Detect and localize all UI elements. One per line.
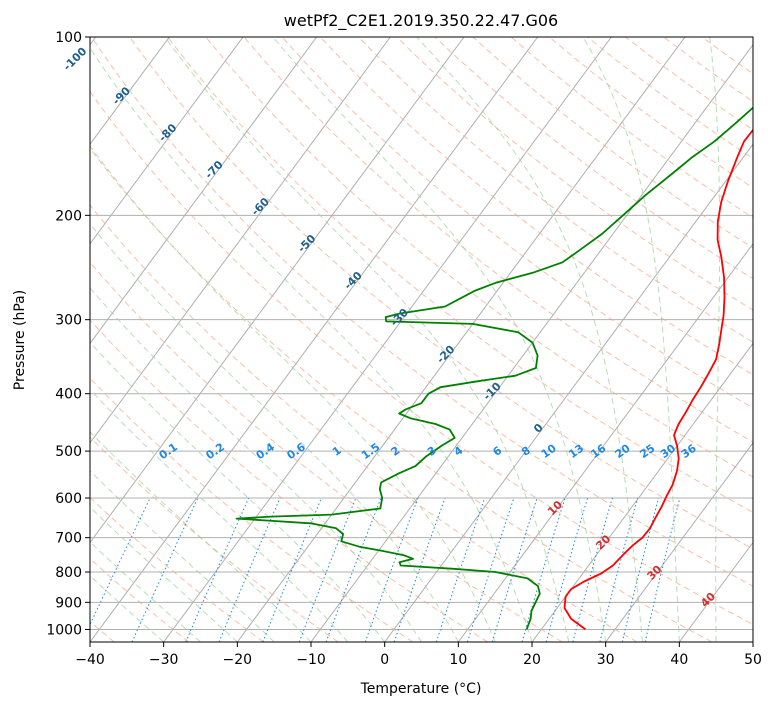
y-tick-label: 600 bbox=[55, 491, 82, 507]
mixing-ratio-line bbox=[435, 497, 486, 642]
dry-adiabat-line bbox=[90, 261, 563, 642]
axes-layer: −40 −30 −20 −10 0 10 20 30 40 50 100 200 300 400 500 60… bbox=[46, 30, 762, 668]
mixing-ratio-line bbox=[298, 497, 357, 642]
chart-title: wetPf2_C2E1.2019.350.22.47.G06 bbox=[284, 11, 558, 31]
moist-adiabat-line bbox=[582, 37, 680, 642]
x-tick-label: 40 bbox=[670, 652, 688, 668]
x-tick-label: −30 bbox=[149, 652, 179, 668]
moist-adiabat-line bbox=[90, 506, 238, 642]
mixing-ratio-line bbox=[599, 497, 639, 642]
moist-adiabat-line bbox=[90, 541, 201, 642]
isotherm-line bbox=[90, 37, 539, 642]
mixing-ratio-line bbox=[393, 497, 446, 642]
dry-adiabat-line bbox=[90, 147, 712, 642]
moist-adiabat-line bbox=[272, 37, 607, 642]
y-tick-label: 1000 bbox=[46, 622, 82, 638]
moist-adiabat-line bbox=[90, 223, 459, 642]
moist-adiabat-line bbox=[90, 287, 422, 642]
isotherm-line bbox=[90, 37, 244, 245]
mixing-ratio-line bbox=[467, 497, 515, 642]
dry-adiabat-line bbox=[90, 90, 753, 626]
dry-adiabat-line bbox=[358, 37, 753, 343]
isotherm-line bbox=[384, 143, 753, 642]
y-tick-label: 300 bbox=[55, 313, 82, 329]
dry-adiabat-line bbox=[129, 37, 753, 550]
mixing-ratio-line bbox=[644, 497, 681, 642]
dewpoint-trace bbox=[235, 106, 753, 630]
mixing-ratio-line bbox=[521, 497, 566, 642]
temperature-trace bbox=[563, 128, 753, 631]
y-tick-label: 900 bbox=[55, 595, 82, 611]
isotherm-line bbox=[90, 37, 465, 544]
isotherm-line bbox=[90, 37, 170, 146]
plot-frame bbox=[89, 36, 754, 643]
y-axis-label: Pressure (hPa) bbox=[12, 290, 28, 390]
moist-adiabat-line bbox=[709, 37, 721, 642]
y-tick-label: 500 bbox=[55, 444, 82, 460]
mixing-ratio-line bbox=[491, 497, 538, 642]
mixing-ratio-line bbox=[185, 497, 250, 642]
isotherm-line bbox=[531, 342, 753, 642]
x-tick-label: −10 bbox=[296, 652, 326, 668]
isotherm-line bbox=[163, 37, 612, 642]
y-tick-label: 400 bbox=[55, 387, 82, 403]
y-tick-label: 700 bbox=[55, 531, 82, 547]
moist-adiabat-line bbox=[90, 341, 386, 642]
moist-adiabat-line bbox=[164, 37, 570, 642]
dry-adiabat-line bbox=[396, 37, 753, 311]
mixing-ratio-line bbox=[545, 497, 589, 642]
x-tick-label: 0 bbox=[380, 652, 389, 668]
mixing-ratio-line bbox=[90, 497, 151, 626]
dry-adiabat-line bbox=[90, 377, 414, 642]
dry-adiabat-line bbox=[167, 37, 753, 514]
moist-adiabat-line bbox=[90, 47, 533, 642]
y-tick-label: 200 bbox=[55, 208, 82, 224]
mixing-ratio-line bbox=[364, 497, 419, 642]
isotherm-line bbox=[310, 43, 753, 642]
isotherm-line bbox=[605, 442, 753, 642]
mixing-ratio-line bbox=[218, 497, 281, 642]
x-axis-label: Temperature (°C) bbox=[360, 681, 482, 697]
mixing-ratio-line bbox=[262, 497, 322, 642]
y-tick-label: 800 bbox=[55, 565, 82, 581]
moist-adiabat-line bbox=[90, 575, 165, 642]
mixing-ratio-line bbox=[325, 497, 382, 642]
moist-adiabat-line bbox=[416, 37, 643, 642]
x-tick-label: −40 bbox=[75, 652, 105, 668]
isotherm-line bbox=[236, 37, 686, 642]
x-tick-label: 30 bbox=[597, 652, 615, 668]
series-layer bbox=[235, 106, 753, 631]
x-tick-label: 10 bbox=[449, 652, 467, 668]
x-tick-label: 50 bbox=[744, 652, 762, 668]
moist-adiabat-line bbox=[90, 388, 349, 642]
dry-adiabat-line bbox=[319, 37, 753, 376]
y-tick-label: 100 bbox=[55, 30, 82, 46]
isotherm-line bbox=[457, 242, 753, 642]
moist-adiabat-line bbox=[90, 470, 275, 642]
x-tick-label: −20 bbox=[223, 652, 253, 668]
isotherm-line bbox=[90, 37, 318, 345]
isotherm-line bbox=[90, 37, 391, 444]
x-tick-label: 20 bbox=[523, 652, 541, 668]
dry-adiabat-line bbox=[90, 37, 753, 587]
mixing-ratio-line bbox=[131, 497, 199, 642]
